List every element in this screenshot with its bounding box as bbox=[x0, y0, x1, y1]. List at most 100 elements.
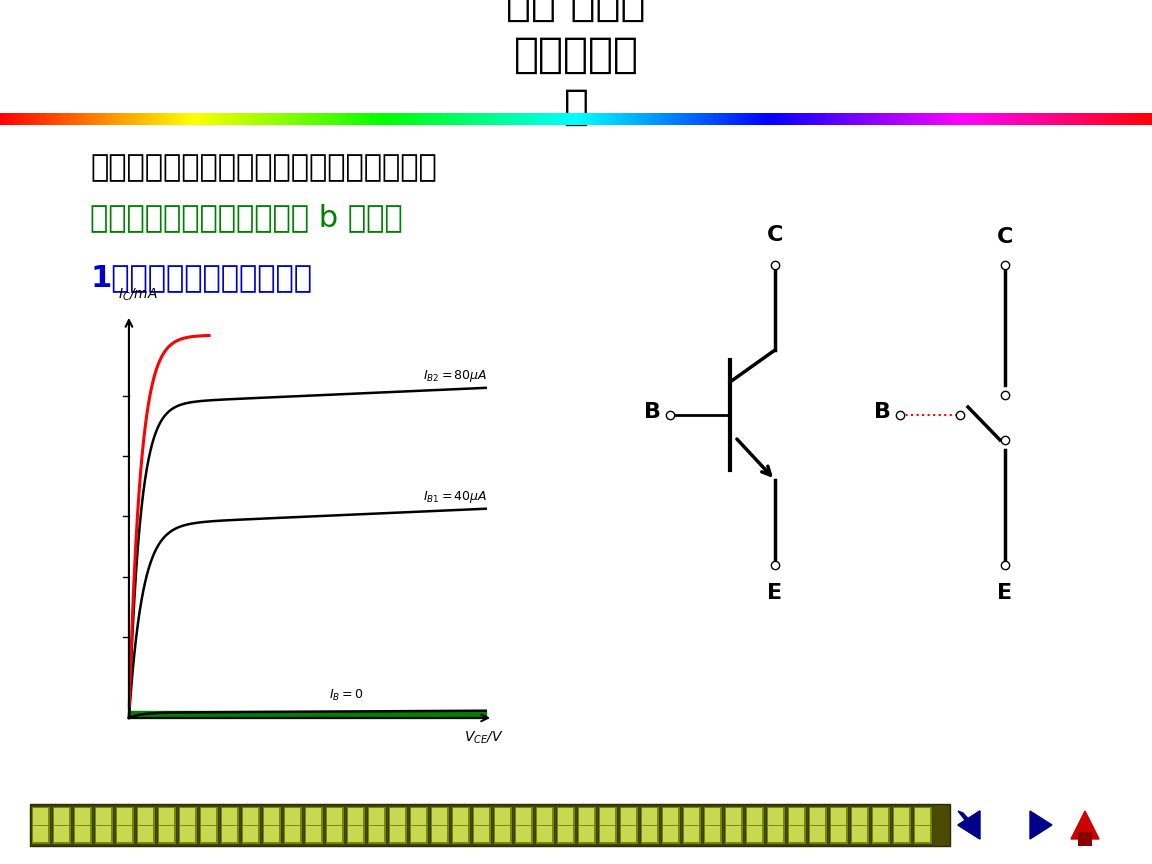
Bar bbox=[771, 113, 772, 125]
Bar bbox=[106, 113, 107, 125]
Bar bbox=[794, 113, 795, 125]
Bar bbox=[787, 113, 788, 125]
Bar bbox=[94, 806, 113, 844]
Bar bbox=[658, 113, 659, 125]
Bar bbox=[551, 113, 552, 125]
Bar bbox=[393, 113, 394, 125]
Bar bbox=[286, 113, 287, 125]
Bar bbox=[1085, 113, 1086, 125]
Bar bbox=[31, 806, 50, 844]
Bar bbox=[1119, 113, 1120, 125]
Bar bbox=[319, 113, 320, 125]
Bar bbox=[529, 113, 530, 125]
Bar bbox=[93, 113, 94, 125]
Bar bbox=[1039, 113, 1040, 125]
Bar bbox=[828, 113, 829, 125]
Bar bbox=[207, 113, 209, 125]
Bar bbox=[516, 113, 517, 125]
Bar bbox=[384, 113, 385, 125]
Bar bbox=[244, 113, 245, 125]
Bar bbox=[679, 113, 680, 125]
Bar bbox=[1028, 113, 1029, 125]
Bar bbox=[609, 113, 611, 125]
Bar bbox=[533, 113, 535, 125]
Bar bbox=[938, 113, 939, 125]
Bar bbox=[599, 113, 600, 125]
Bar bbox=[166, 113, 167, 125]
Bar bbox=[862, 113, 863, 125]
Bar bbox=[89, 113, 90, 125]
Bar bbox=[1107, 113, 1108, 125]
Bar bbox=[859, 113, 861, 125]
Bar bbox=[462, 113, 463, 125]
Bar bbox=[50, 113, 51, 125]
Bar bbox=[810, 113, 811, 125]
Bar bbox=[107, 113, 108, 125]
Bar bbox=[509, 113, 510, 125]
Bar bbox=[45, 113, 46, 125]
Bar bbox=[256, 113, 257, 125]
Bar bbox=[388, 113, 389, 125]
Bar bbox=[373, 113, 374, 125]
Bar bbox=[391, 808, 406, 842]
Bar bbox=[272, 113, 273, 125]
Bar bbox=[503, 113, 505, 125]
Bar bbox=[90, 113, 91, 125]
Bar bbox=[531, 113, 532, 125]
Bar bbox=[684, 113, 685, 125]
Bar bbox=[364, 113, 365, 125]
Bar bbox=[867, 113, 869, 125]
Bar bbox=[642, 113, 643, 125]
Bar bbox=[1083, 113, 1084, 125]
Bar bbox=[377, 113, 378, 125]
Bar bbox=[191, 113, 192, 125]
Bar bbox=[1073, 113, 1074, 125]
Bar bbox=[344, 113, 346, 125]
Bar bbox=[617, 113, 619, 125]
Bar bbox=[629, 113, 630, 125]
Bar bbox=[711, 113, 712, 125]
Bar bbox=[560, 113, 561, 125]
Bar bbox=[111, 113, 112, 125]
Bar bbox=[168, 113, 169, 125]
Bar bbox=[1066, 113, 1067, 125]
Bar bbox=[914, 113, 915, 125]
Bar bbox=[205, 113, 206, 125]
Bar bbox=[270, 113, 271, 125]
Bar bbox=[82, 113, 83, 125]
Bar bbox=[578, 113, 579, 125]
Bar bbox=[650, 113, 651, 125]
Bar bbox=[615, 113, 616, 125]
Bar bbox=[975, 113, 976, 125]
Bar bbox=[562, 113, 563, 125]
Bar bbox=[62, 113, 63, 125]
Bar bbox=[282, 113, 283, 125]
Bar bbox=[810, 808, 825, 842]
Bar bbox=[538, 113, 539, 125]
Bar bbox=[83, 113, 84, 125]
Bar bbox=[283, 113, 285, 125]
Bar bbox=[1005, 113, 1006, 125]
Bar bbox=[386, 113, 387, 125]
Bar bbox=[455, 113, 456, 125]
Bar bbox=[687, 113, 688, 125]
Text: 截止区: 截止区 bbox=[415, 554, 465, 582]
Bar bbox=[525, 113, 526, 125]
Bar bbox=[841, 113, 842, 125]
Bar bbox=[988, 113, 990, 125]
Bar bbox=[979, 113, 980, 125]
Bar bbox=[305, 113, 306, 125]
Bar bbox=[382, 113, 384, 125]
Bar bbox=[950, 113, 952, 125]
Bar bbox=[884, 113, 885, 125]
Bar bbox=[893, 113, 894, 125]
Bar bbox=[467, 113, 468, 125]
Bar bbox=[715, 113, 717, 125]
Bar bbox=[899, 113, 900, 125]
Bar bbox=[682, 806, 702, 844]
Bar bbox=[644, 113, 645, 125]
Bar bbox=[870, 113, 871, 125]
Bar bbox=[1105, 113, 1106, 125]
Bar bbox=[987, 113, 988, 125]
Bar bbox=[1071, 113, 1073, 125]
